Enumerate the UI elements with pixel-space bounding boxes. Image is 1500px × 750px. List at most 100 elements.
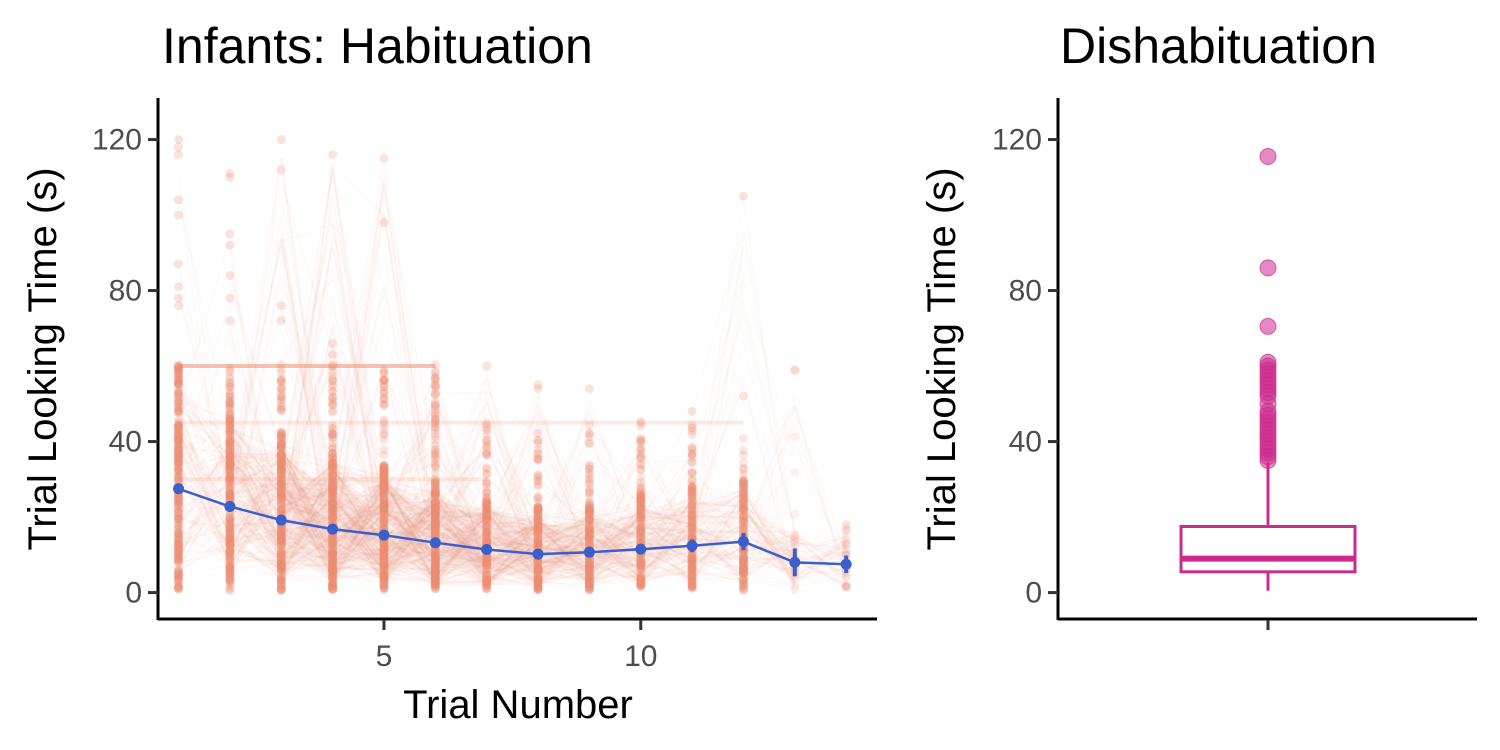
habituation-raw-point xyxy=(225,451,235,461)
habituation-raw-point xyxy=(379,482,389,492)
habituation-trajectory xyxy=(178,486,385,542)
habituation-raw-point xyxy=(225,452,235,462)
habituation-raw-point xyxy=(379,565,389,575)
habituation-raw-point xyxy=(482,578,492,588)
habituation-raw-point xyxy=(225,518,235,528)
habituation-trajectory xyxy=(229,457,693,580)
habituation-raw-point xyxy=(276,562,286,571)
habituation-raw-point xyxy=(379,565,389,575)
habituation-raw-point xyxy=(533,449,543,459)
habituation-raw-point xyxy=(328,559,338,568)
habituation-raw-point xyxy=(482,537,492,547)
habituation-raw-point xyxy=(430,559,440,569)
habituation-raw-point xyxy=(328,550,338,559)
habituation-raw-point xyxy=(328,541,338,551)
habituation-raw-point xyxy=(430,579,440,589)
habituation-raw-point xyxy=(276,401,286,411)
habituation-trajectory xyxy=(177,266,590,557)
habituation-raw-point xyxy=(225,423,235,433)
habituation-raw-point xyxy=(636,489,646,499)
habituation-raw-point xyxy=(276,391,286,401)
habituation-raw-point xyxy=(276,452,286,462)
habituation-raw-point xyxy=(225,471,235,481)
habituation-trajectory xyxy=(229,244,745,578)
habituation-raw-point xyxy=(328,505,338,515)
habituation-raw-point xyxy=(225,571,235,581)
habituation-trajectory xyxy=(229,340,436,581)
habituation-trajectory xyxy=(177,380,539,582)
habituation-trajectory xyxy=(177,422,795,576)
habituation-raw-point xyxy=(430,489,440,499)
habituation-raw-point xyxy=(379,368,389,378)
habituation-trajectory xyxy=(229,483,745,586)
habituation-raw-point xyxy=(328,557,338,567)
habituation-raw-point xyxy=(328,457,338,467)
habituation-x-ticks: 5 10 xyxy=(376,620,657,673)
habituation-raw-point xyxy=(533,517,543,527)
dishabituation-y-tick-label: 40 xyxy=(1009,426,1042,459)
habituation-raw-point xyxy=(174,507,183,517)
habituation-raw-point xyxy=(276,470,286,480)
habituation-trajectory xyxy=(280,469,591,583)
habituation-raw-point xyxy=(225,392,235,402)
habituation-raw-point xyxy=(379,546,389,555)
habituation-trajectory xyxy=(228,436,796,587)
habituation-raw-point xyxy=(430,519,440,529)
habituation-raw-point xyxy=(636,416,646,426)
habituation-raw-point xyxy=(225,398,235,408)
habituation-raw-point xyxy=(430,484,440,494)
habituation-raw-point xyxy=(225,576,235,585)
habituation-raw-point xyxy=(379,480,389,490)
habituation-raw-point xyxy=(276,558,286,568)
habituation-raw-point xyxy=(225,450,235,460)
habituation-raw-point xyxy=(328,504,338,514)
habituation-raw-point xyxy=(174,514,183,524)
habituation-raw-point xyxy=(379,469,389,479)
habituation-raw-point xyxy=(328,486,338,496)
habituation-raw-point xyxy=(328,570,338,580)
habituation-raw-point xyxy=(636,464,646,474)
habituation-raw-point xyxy=(174,582,183,592)
habituation-raw-point xyxy=(174,575,183,585)
habituation-trajectory xyxy=(229,170,847,568)
habituation-trajectory xyxy=(229,412,590,588)
habituation-raw-point xyxy=(430,556,440,566)
habituation-raw-point xyxy=(174,556,183,566)
habituation-raw-point xyxy=(328,560,338,570)
habituation-trajectory xyxy=(177,439,694,569)
habituation-raw-point xyxy=(225,426,235,436)
habituation-raw-point xyxy=(379,494,389,503)
habituation-raw-point xyxy=(174,403,183,413)
habituation-raw-point xyxy=(174,446,183,456)
habituation-raw-point xyxy=(174,425,183,434)
habituation-raw-point xyxy=(636,556,646,566)
habituation-raw-point xyxy=(174,432,183,442)
habituation-raw-point xyxy=(328,503,338,513)
habituation-trajectory xyxy=(281,478,847,583)
habituation-raw-point xyxy=(225,489,235,499)
habituation-raw-point xyxy=(482,423,492,433)
habituation-raw-point xyxy=(276,442,286,452)
habituation-mean-point xyxy=(481,544,493,556)
habituation-raw-point xyxy=(379,394,389,404)
habituation-raw-point xyxy=(533,518,543,528)
habituation-raw-point xyxy=(328,483,338,492)
habituation-raw-point xyxy=(430,405,440,415)
habituation-raw-point xyxy=(584,487,594,497)
habituation-trajectory xyxy=(177,178,693,585)
habituation-raw-point xyxy=(430,558,440,568)
habituation-raw-point xyxy=(379,478,389,488)
habituation-raw-point xyxy=(276,463,286,473)
habituation-raw-point xyxy=(174,555,183,565)
habituation-raw-point xyxy=(430,526,440,536)
habituation-raw-point xyxy=(430,397,440,407)
habituation-raw-point xyxy=(482,506,492,516)
habituation-raw-point xyxy=(174,539,183,549)
habituation-raw-point xyxy=(276,430,286,440)
habituation-raw-point xyxy=(328,481,338,491)
habituation-raw-point xyxy=(225,409,235,419)
habituation-raw-point xyxy=(430,523,440,533)
habituation-raw-point xyxy=(225,404,235,414)
habituation-raw-point xyxy=(328,477,338,487)
habituation-raw-point xyxy=(225,528,235,537)
